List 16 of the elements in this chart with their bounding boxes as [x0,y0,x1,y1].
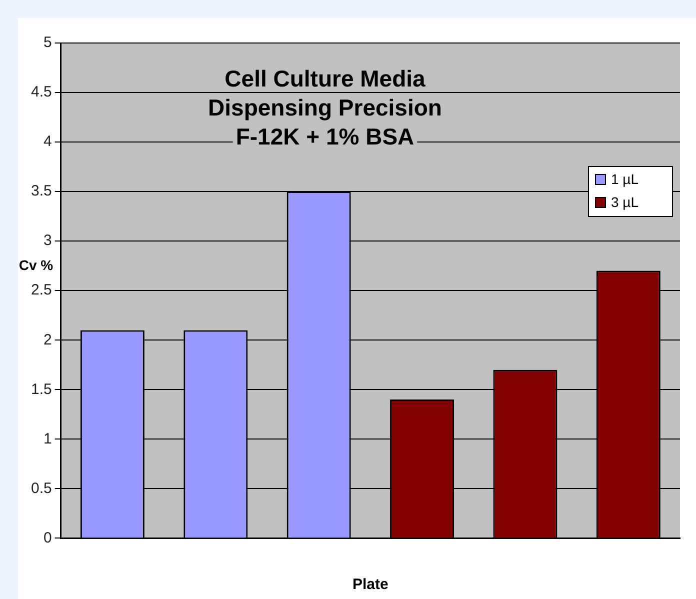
x-axis-title: Plate [352,576,388,594]
legend-label: 1 µL [611,170,639,187]
y-tick-label: 3.5 [30,182,52,200]
y-tick-label: 2.5 [30,282,52,299]
y-tick-label: 0.5 [30,480,52,497]
text: Cell Culture Media Dispensing Precision F-12K + 1% BSA [208,65,442,150]
y-tick-label: 4 [44,133,52,150]
y-tick-label: 5 [44,34,52,52]
legend-label: 3 µL [611,194,639,210]
y-tick-label: 1 [44,430,52,448]
y-axis-title: Cv % [18,256,54,273]
y-tick-label: 4.5 [30,84,52,101]
y-tick-label: 1.5 [30,380,52,398]
y-tick-label: 0 [44,529,52,546]
y-tick-label: 3 [44,232,52,250]
y-tick-label: 2 [44,331,52,348]
